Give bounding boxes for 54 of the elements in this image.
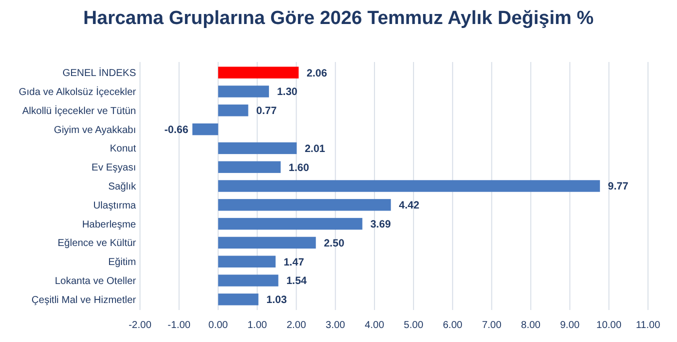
data-label: 2.50 bbox=[324, 237, 344, 250]
bar bbox=[218, 180, 600, 192]
x-tick-label: 5.00 bbox=[404, 320, 424, 331]
x-tick-label: 8.00 bbox=[521, 320, 541, 331]
data-label: 0.77 bbox=[256, 105, 277, 118]
x-tick-label: 4.00 bbox=[364, 320, 385, 331]
data-label: 1.47 bbox=[284, 256, 304, 268]
bar bbox=[218, 218, 362, 230]
y-tick-label: Haberleşme bbox=[82, 219, 136, 230]
bar bbox=[218, 86, 269, 98]
bar bbox=[218, 161, 281, 173]
y-tick-label: Eğitim bbox=[108, 257, 136, 268]
y-tick-label: Giyim ve Ayakkabı bbox=[54, 124, 136, 136]
y-tick-label: Sağlık bbox=[108, 182, 137, 192]
data-label: 1.30 bbox=[276, 86, 298, 98]
x-tick-label: 3.00 bbox=[326, 320, 346, 331]
y-tick-label: Gıda ve Alkolsüz İçecekler bbox=[18, 86, 137, 98]
data-label: 1.54 bbox=[286, 275, 307, 288]
x-tick-label: 2.00 bbox=[286, 320, 306, 331]
bar bbox=[218, 142, 297, 154]
bar bbox=[218, 294, 258, 306]
x-tick-label: 7.00 bbox=[482, 320, 502, 331]
y-tick-label: Konut bbox=[110, 144, 136, 155]
data-label: 3.69 bbox=[370, 218, 391, 230]
y-tick-label: Lokanta ve Oteller bbox=[54, 276, 137, 288]
x-tick-label: 1.00 bbox=[247, 320, 268, 331]
x-tick-label: -2.00 bbox=[128, 320, 152, 331]
x-tick-label: -1.00 bbox=[168, 320, 191, 331]
y-tick-label: Ev Eşyası bbox=[92, 162, 136, 174]
x-tick-label: 10.00 bbox=[596, 320, 622, 331]
bar bbox=[218, 256, 276, 268]
y-tick-label: Ulaştırma bbox=[93, 200, 136, 212]
y-tick-label: GENEL İNDEKS bbox=[62, 67, 136, 80]
x-tick-label: 9.00 bbox=[560, 320, 580, 331]
data-label: 9.77 bbox=[608, 180, 629, 193]
y-tick-label: Alkollü İçecekler ve Tütün bbox=[22, 104, 136, 117]
x-tick-label: 0.00 bbox=[208, 320, 228, 331]
data-label: 2.06 bbox=[306, 67, 328, 80]
data-label: 4.42 bbox=[398, 200, 420, 212]
bar bbox=[192, 123, 218, 136]
bar bbox=[218, 236, 316, 249]
bar bbox=[218, 66, 299, 78]
chart-title: Harcama Gruplarına Göre 2026 Temmuz Aylık Değişim % bbox=[83, 8, 594, 29]
data-label: 2.01 bbox=[304, 142, 326, 155]
y-tick-label: Çeşitli Mal ve Hizmetler bbox=[32, 294, 137, 306]
data-label: -0.66 bbox=[164, 124, 189, 136]
x-tick-label: 6.00 bbox=[442, 320, 463, 331]
x-tick-label: 11.00 bbox=[636, 320, 661, 331]
bar bbox=[218, 104, 248, 116]
bar bbox=[218, 199, 391, 211]
data-label: 1.60 bbox=[288, 162, 310, 174]
y-tick-label: Eğlence ve Kültür bbox=[58, 238, 137, 250]
data-label: 1.03 bbox=[266, 294, 287, 306]
bar bbox=[218, 274, 278, 286]
